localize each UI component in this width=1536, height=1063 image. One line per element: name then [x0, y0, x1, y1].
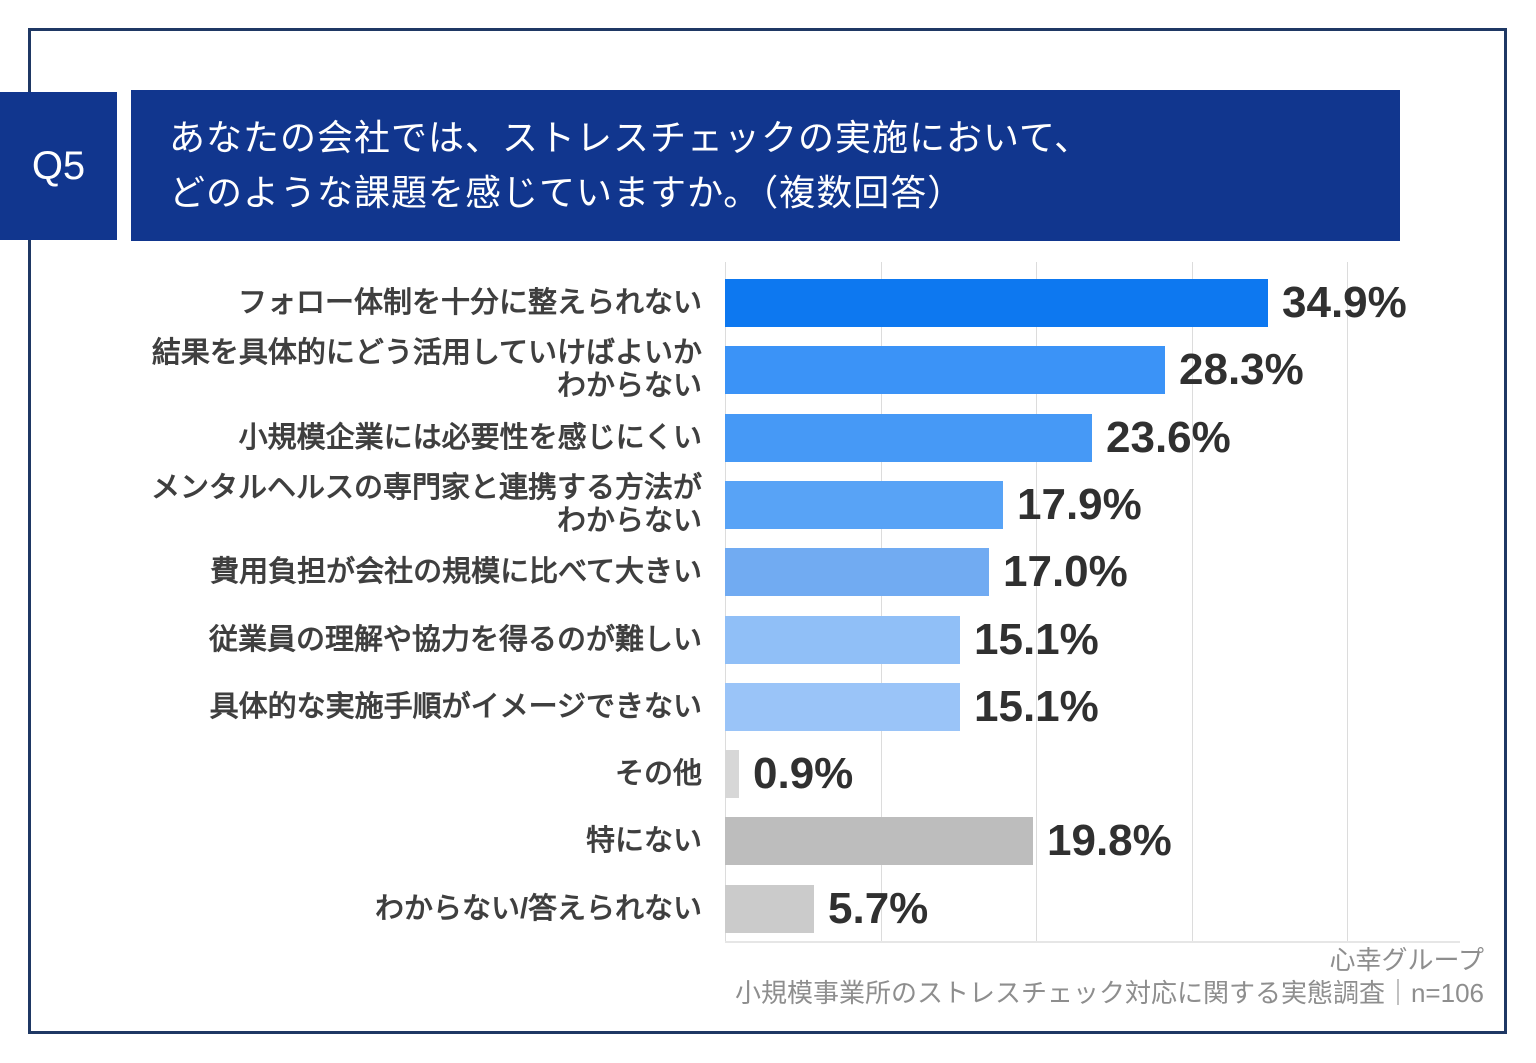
category-label: フォロー体制を十分に整えられない — [0, 279, 702, 327]
bar — [725, 885, 814, 933]
question-title-line1: あなたの会社では、ストレスチェックの実施において、 — [169, 117, 1092, 158]
bar — [725, 616, 960, 664]
category-label: 結果を具体的にどう活用していけばよいか わからない — [0, 337, 702, 402]
category-label-line: 結果を具体的にどう活用していけばよいか — [151, 337, 702, 369]
value-label: 15.1% — [974, 682, 1099, 731]
value-label: 34.9% — [1282, 278, 1407, 327]
category-label: 特にない — [0, 817, 702, 865]
source-survey-note: 小規模事業所のストレスチェック対応に関する実態調査｜n=106 — [734, 978, 1484, 1008]
category-label: わからない/答えられない — [0, 885, 702, 933]
chart-gridline — [1347, 262, 1348, 941]
category-label-line: フォロー体制を十分に整えられない — [237, 286, 702, 319]
value-label: 19.8% — [1047, 816, 1172, 865]
category-label: その他 — [0, 750, 702, 798]
bar — [725, 817, 1033, 865]
value-label: 23.6% — [1106, 413, 1231, 462]
value-label: 5.7% — [828, 884, 929, 933]
bar — [725, 750, 739, 798]
source-footer: 心幸グループ 小規模事業所のストレスチェック対応に関する実態調査｜n=106 — [735, 944, 1484, 1010]
question-title-line2: どのような課題を感じていますか。（複数回答） — [169, 172, 965, 213]
category-label-line: 従業員の理解や協力を得るのが難しい — [208, 623, 702, 656]
page-border — [28, 28, 1507, 1034]
bar — [725, 414, 1092, 462]
category-label: 具体的な実施手順がイメージできない — [0, 683, 702, 731]
chart-gridline — [1036, 262, 1037, 941]
category-label: 費用負担が会社の規模に比べて大きい — [0, 548, 702, 596]
bar — [725, 548, 989, 596]
value-label: 0.9% — [753, 749, 854, 798]
category-label-line: わからない — [556, 505, 702, 537]
question-number-badge: Q5 — [0, 92, 117, 240]
value-label: 17.0% — [1003, 547, 1128, 596]
bar — [725, 683, 960, 731]
category-label-line: 費用負担が会社の規模に比べて大きい — [210, 555, 702, 588]
value-label: 17.9% — [1017, 480, 1142, 529]
value-label: 15.1% — [974, 615, 1099, 664]
bar — [725, 279, 1268, 327]
category-label-line: 特にない — [585, 824, 702, 857]
category-label-line: メンタルヘルスの専門家と連携する方法が — [150, 472, 702, 504]
source-organization: 心幸グループ — [1329, 945, 1484, 975]
chart-baseline — [725, 941, 1460, 943]
chart-gridline — [881, 262, 882, 941]
bar — [725, 346, 1165, 394]
value-label: 28.3% — [1179, 345, 1304, 394]
category-label-line: わからない — [556, 370, 702, 402]
category-label-line: その他 — [614, 757, 702, 790]
category-label: 小規模企業には必要性を感じにくい — [0, 414, 702, 462]
question-number-label: Q5 — [31, 143, 86, 188]
chart-gridline — [1192, 262, 1193, 941]
category-label-line: 小規模企業には必要性を感じにくい — [238, 421, 702, 454]
bar — [725, 481, 1003, 529]
question-title-bar: あなたの会社では、ストレスチェックの実施において、 どのような課題を感じています… — [131, 90, 1400, 241]
category-label: 従業員の理解や協力を得るのが難しい — [0, 616, 702, 664]
category-label-line: 具体的な実施手順がイメージできない — [209, 690, 702, 723]
chart-gridline — [725, 262, 726, 941]
category-label: メンタルヘルスの専門家と連携する方法が わからない — [0, 472, 702, 537]
category-label-line: わからない/答えられない — [374, 892, 702, 925]
